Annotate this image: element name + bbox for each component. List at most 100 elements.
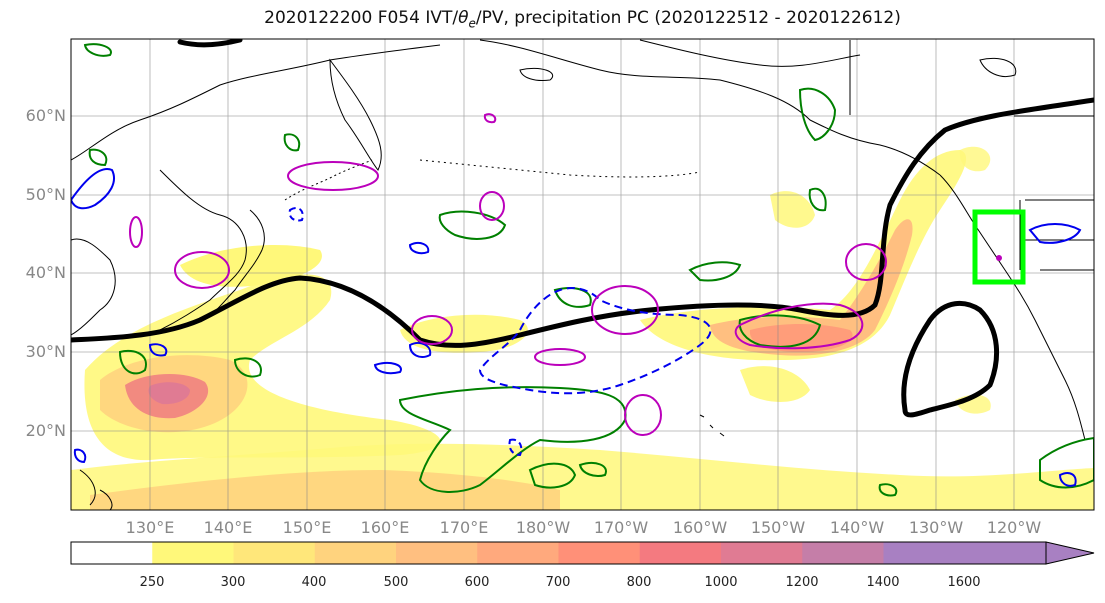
magenta-contour-far-west bbox=[129, 216, 143, 248]
green-contours bbox=[83, 43, 1094, 497]
lon-label-120w: 120°W bbox=[986, 518, 1042, 537]
green-contour-east-1 bbox=[738, 314, 822, 348]
colorbar-cell bbox=[477, 542, 559, 564]
lon-label-140e: 140°E bbox=[203, 518, 253, 537]
lon-label-140w: 140°W bbox=[829, 518, 885, 537]
black-contours bbox=[71, 39, 1094, 418]
alaska-coast bbox=[479, 39, 941, 176]
blue-contour-west bbox=[71, 168, 115, 210]
ivt-shading bbox=[71, 146, 1094, 510]
magenta-contour-jet bbox=[411, 315, 453, 345]
ivt-shade-alaska-coast bbox=[959, 146, 991, 172]
colorbar-label-500: 500 bbox=[383, 575, 409, 590]
green-contour-west-1 bbox=[118, 350, 147, 375]
colorbar-frame bbox=[70, 541, 1047, 565]
black-contour-top bbox=[177, 39, 243, 48]
lon-label-180w: 180°W bbox=[515, 518, 571, 537]
blue-contour-east bbox=[1028, 223, 1082, 244]
lat-label-20n: 20°N bbox=[25, 421, 66, 440]
ivt-shade-south-core bbox=[90, 470, 560, 510]
map-gridlines bbox=[71, 39, 1094, 510]
blue-contour-small bbox=[148, 242, 430, 357]
map-frame bbox=[70, 38, 1095, 511]
lon-label-160e: 160°E bbox=[360, 518, 410, 537]
colorbar-cell bbox=[396, 542, 478, 564]
magenta-contour-north bbox=[287, 161, 379, 191]
arctic-islands bbox=[519, 57, 1017, 81]
black-contour-jet bbox=[71, 97, 1094, 348]
colorbar-label-250: 250 bbox=[139, 575, 165, 590]
lon-label-170e: 170°E bbox=[439, 518, 489, 537]
colorbar-cell bbox=[964, 542, 1047, 564]
lat-label-30n: 30°N bbox=[25, 342, 66, 361]
colorbar-cell bbox=[883, 542, 966, 564]
lon-label-160w: 160°W bbox=[672, 518, 728, 537]
magenta-contour-east-elongated bbox=[734, 302, 864, 350]
colorbar-label-600: 600 bbox=[464, 575, 490, 590]
magenta-contour-nw bbox=[479, 191, 505, 221]
colorbar-cell bbox=[314, 542, 397, 564]
magenta-contour-center bbox=[534, 348, 586, 366]
green-contour-northwest bbox=[438, 210, 507, 240]
colorbar-label-300: 300 bbox=[220, 575, 246, 590]
lat-label-40n: 40°N bbox=[25, 263, 66, 282]
aleutian-islands bbox=[419, 159, 701, 178]
green-contour-west-2 bbox=[233, 357, 262, 378]
ivt-shade-east-south bbox=[740, 366, 810, 402]
magenta-contour-south bbox=[624, 394, 662, 436]
blue-contour-solid-1 bbox=[373, 342, 432, 375]
colorbar-cell bbox=[558, 542, 641, 564]
blue-contours bbox=[71, 168, 1082, 487]
green-contour-north-mid bbox=[88, 133, 301, 167]
alaska-north bbox=[639, 39, 861, 67]
kamchatka-coast bbox=[329, 58, 382, 171]
colorbar-cell bbox=[233, 542, 316, 564]
lon-label-130e: 130°E bbox=[125, 518, 175, 537]
kuril-islands bbox=[284, 159, 373, 201]
colorbar-cell bbox=[152, 542, 234, 564]
magenta-contour-west bbox=[174, 251, 230, 289]
magenta-contours bbox=[129, 113, 887, 436]
green-contour-east-3 bbox=[808, 187, 827, 212]
green-contour-sw bbox=[578, 462, 607, 477]
colorbar-label-1600: 1600 bbox=[947, 575, 981, 590]
green-contour-east-2 bbox=[688, 261, 742, 282]
colorbar-cell bbox=[721, 542, 803, 564]
colorbar-label-1400: 1400 bbox=[866, 575, 900, 590]
lat-label-50n: 50°N bbox=[25, 185, 66, 204]
colorbar-label-1000: 1000 bbox=[704, 575, 738, 590]
colorbar-label-1200: 1200 bbox=[785, 575, 819, 590]
region-box bbox=[972, 209, 1026, 285]
ivt-shade-west-peak bbox=[148, 382, 190, 405]
blue-contour-far-east bbox=[1058, 472, 1077, 487]
asia-coast bbox=[71, 44, 441, 336]
lon-label-130w: 130°W bbox=[908, 518, 964, 537]
map-area bbox=[71, 39, 1094, 510]
green-contour-se bbox=[878, 483, 898, 497]
japan-coast bbox=[209, 209, 265, 316]
philippines bbox=[79, 469, 113, 510]
green-contour-south-2 bbox=[528, 462, 577, 489]
hawaii bbox=[699, 414, 725, 437]
lon-label-150e: 150°E bbox=[282, 518, 332, 537]
blue-contour-dashed-1 bbox=[478, 287, 712, 395]
colorbar-label-800: 800 bbox=[626, 575, 652, 590]
map-title: 2020122200 F054 IVT/θe/PV, precipitation… bbox=[264, 8, 901, 31]
colorbar-cell bbox=[71, 542, 153, 564]
colorbar-extend-arrow bbox=[1045, 541, 1095, 565]
ivt-shade-north-west bbox=[180, 245, 322, 287]
us-states bbox=[1014, 115, 1094, 271]
colorbar bbox=[70, 541, 1095, 565]
lon-label-150w: 150°W bbox=[750, 518, 806, 537]
lat-label-60n: 60°N bbox=[25, 106, 66, 125]
region-box-center bbox=[996, 255, 1002, 261]
green-contour-south-1 bbox=[398, 386, 627, 493]
lon-label-170w: 170°W bbox=[593, 518, 649, 537]
blue-contour-sw bbox=[73, 448, 87, 464]
green-contour-top bbox=[83, 43, 112, 57]
canada-border bbox=[849, 40, 1094, 201]
colorbar-label-700: 700 bbox=[545, 575, 571, 590]
green-contour-far-east bbox=[1039, 436, 1094, 489]
colorbar-cell bbox=[639, 542, 722, 564]
